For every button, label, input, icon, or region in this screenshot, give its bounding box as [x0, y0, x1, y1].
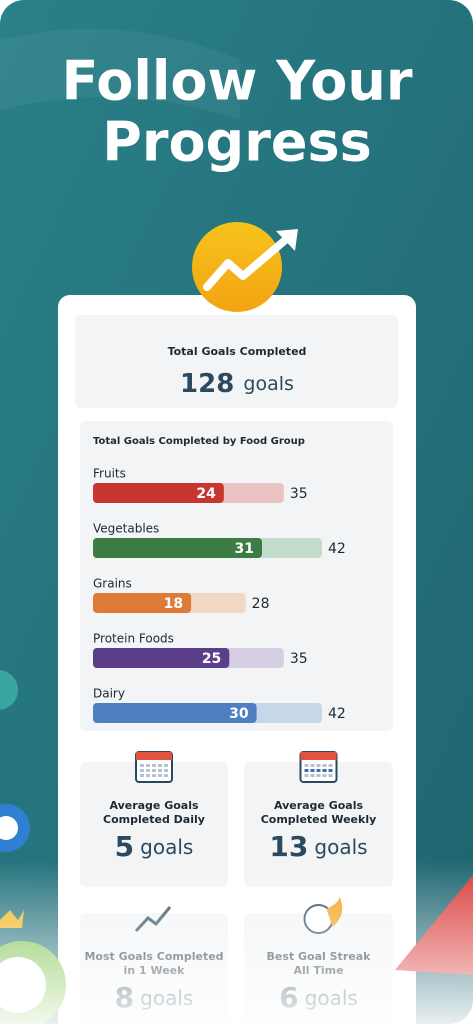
- calendar-cell: [158, 769, 162, 772]
- stat-label: Average Goals: [109, 799, 199, 812]
- stat-number: 13: [269, 830, 308, 863]
- stat-number: 5: [115, 830, 134, 863]
- calendar-cell: [316, 774, 321, 777]
- calendar-top: [136, 752, 172, 760]
- calendar-cell: [164, 769, 168, 772]
- calendar-cell: [146, 769, 150, 772]
- group-name: Fruits: [93, 467, 126, 481]
- calendar-cell: [304, 774, 309, 777]
- total-value: 128 goals: [180, 369, 294, 399]
- food-title: Total Goals Completed by Food Group: [93, 436, 305, 447]
- group-name: Protein Foods: [93, 632, 174, 646]
- completed-label: 18: [164, 596, 183, 612]
- total-label: 42: [328, 706, 346, 722]
- calendar-cell: [152, 764, 156, 767]
- total-unit: goals: [243, 373, 294, 395]
- stat-unit: goals: [140, 835, 193, 859]
- calendar-cell: [304, 769, 309, 772]
- decor: [0, 28, 240, 120]
- bar-completed: [93, 648, 230, 668]
- group-name: Grains: [93, 577, 132, 591]
- calendar-cell: [322, 764, 327, 767]
- stat-value: 13 goals: [269, 830, 367, 863]
- title: Follow Your: [62, 50, 413, 113]
- fade-overlay: [0, 860, 473, 1024]
- total-label: Total Goals Completed: [168, 345, 307, 358]
- calendar-cell: [328, 764, 333, 767]
- calendar-cell: [146, 774, 150, 777]
- calendar-cell: [310, 764, 315, 767]
- stat-box: [244, 762, 393, 887]
- calendar-cell: [140, 764, 144, 767]
- calendar-top: [300, 752, 337, 760]
- group-name: Dairy: [93, 687, 125, 701]
- calendar-cell: [328, 769, 333, 772]
- decor-badge: [0, 670, 18, 710]
- calendar-cell: [140, 769, 144, 772]
- completed-label: 30: [229, 706, 249, 722]
- total-number: 128: [180, 369, 234, 399]
- calendar-cell: [328, 774, 333, 777]
- stat-label: Average Goals: [274, 799, 364, 812]
- calendar-cell: [164, 774, 168, 777]
- total-label: 28: [252, 596, 270, 612]
- bar-completed: [93, 593, 192, 613]
- calendar-cell: [158, 774, 162, 777]
- stat-label: Completed Weekly: [261, 813, 377, 826]
- stat-unit: goals: [314, 835, 367, 859]
- bar-completed: [93, 703, 257, 723]
- calendar-cell: [140, 774, 144, 777]
- food-rows: Fruits 24 35 Vegetables 31 42 Grains 18 28 Protei…: [93, 467, 346, 723]
- trend-arrowhead: [276, 229, 298, 251]
- calendar-cell: [152, 774, 156, 777]
- calendar-cell: [322, 774, 327, 777]
- title: Progress: [102, 111, 372, 174]
- calendar-cell: [164, 764, 168, 767]
- bar-completed: [93, 538, 263, 558]
- group-name: Vegetables: [93, 522, 159, 536]
- stat-label: Completed Daily: [103, 813, 205, 826]
- calendar-cell: [316, 769, 321, 772]
- calendar-cell: [316, 764, 321, 767]
- total-box: [75, 315, 398, 408]
- total-label: 35: [290, 486, 308, 502]
- completed-label: 31: [235, 541, 254, 557]
- calendar-cell: [304, 764, 309, 767]
- stat-value: 5 goals: [115, 830, 194, 863]
- total-label: 42: [328, 541, 346, 557]
- calendar-cell: [158, 764, 162, 767]
- completed-label: 25: [202, 651, 221, 667]
- decor-badge: [0, 816, 18, 840]
- calendar-cell: [310, 769, 315, 772]
- total-label: 35: [290, 651, 308, 667]
- stat-box: [80, 762, 228, 887]
- trend-arrow: [203, 232, 294, 291]
- bar-completed: [93, 483, 224, 503]
- calendar-cell: [310, 774, 315, 777]
- calendar-cell: [322, 769, 327, 772]
- completed-label: 24: [196, 486, 216, 502]
- calendar-cell: [152, 769, 156, 772]
- calendar-cell: [146, 764, 150, 767]
